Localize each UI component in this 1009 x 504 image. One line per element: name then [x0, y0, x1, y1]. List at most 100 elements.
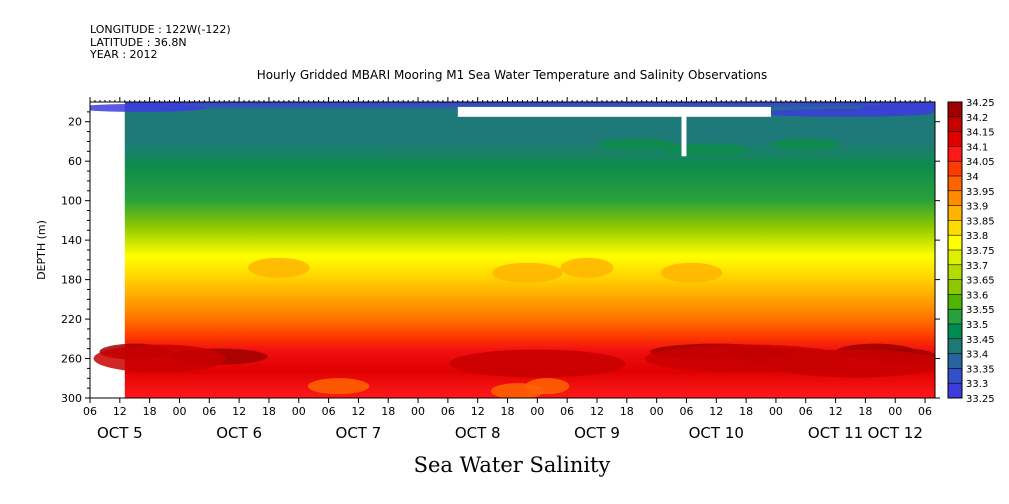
- latitude-label: LATITUDE : 36.8N: [90, 35, 187, 49]
- colorbar-segment: [948, 235, 962, 251]
- colorbar-label: 33.95: [966, 187, 995, 198]
- colorbar-segment: [948, 250, 962, 266]
- x-hour-label: 18: [501, 405, 515, 418]
- colorbar-label: 34.1: [966, 142, 988, 153]
- salinity-feature: [492, 262, 563, 283]
- x-hour-label: 12: [590, 405, 604, 418]
- colorbar-segment: [948, 294, 962, 310]
- x-hour-label: 12: [471, 405, 485, 418]
- x-day-label: OCT 10: [689, 424, 744, 442]
- colorbar: 34.25 34.2 34.15 34.1 34.05 34 33.95 33.9 33.85 3…: [947, 98, 995, 405]
- colorbar-segment: [948, 324, 962, 340]
- chart-subtitle: Sea Water Salinity: [413, 453, 611, 477]
- x-hour-label: 18: [262, 405, 276, 418]
- x-hour-label: 00: [411, 405, 425, 418]
- y-tick-label: 100: [61, 195, 82, 208]
- x-hour-label: 00: [292, 405, 306, 418]
- chart-title: Hourly Gridded MBARI Mooring M1 Sea Wate…: [256, 68, 768, 82]
- colorbar-label: 33.9: [966, 202, 988, 213]
- y-tick-label: 180: [61, 274, 82, 287]
- y-axis: 20 60 100 140 180 220 260 300: [61, 111, 940, 405]
- colorbar-segment: [948, 131, 962, 147]
- colorbar-segment: [948, 264, 962, 280]
- x-hour-label: 12: [709, 405, 723, 418]
- colorbar-label: 33.55: [966, 305, 995, 316]
- y-tick-label: 60: [68, 155, 82, 168]
- x-hour-label: 06: [560, 405, 574, 418]
- colorbar-label: 33.7: [966, 261, 988, 272]
- plot-area: [90, 102, 935, 398]
- colorbar-segment: [948, 368, 962, 384]
- salinity-feature: [248, 257, 310, 278]
- x-day-label: OCT 12: [868, 424, 923, 442]
- colorbar-segment: [948, 190, 962, 206]
- x-day-label: OCT 9: [574, 424, 620, 442]
- colorbar-segment: [948, 353, 962, 369]
- salinity-feature: [660, 262, 723, 283]
- colorbar-label: 34.05: [966, 157, 995, 168]
- y-tick-label: 20: [68, 116, 82, 129]
- salinity-feature: [93, 344, 226, 373]
- x-hour-label: 12: [113, 405, 127, 418]
- colorbar-segment: [948, 205, 962, 221]
- salinity-feature: [525, 378, 570, 395]
- colorbar-segment: [948, 383, 962, 399]
- y-tick-label: 260: [61, 353, 82, 366]
- x-hour-label: 06: [441, 405, 455, 418]
- y-tick-label: 220: [61, 313, 82, 326]
- longitude-label: LONGITUDE : 122W(-122): [90, 23, 231, 36]
- x-hour-label: 06: [83, 405, 97, 418]
- x-hour-label: 00: [769, 405, 783, 418]
- x-day-label: OCT 8: [455, 424, 501, 442]
- salinity-feature: [449, 349, 626, 378]
- colorbar-label: 33.65: [966, 276, 995, 287]
- x-axis: 06 12 18 00 06 12 18 00 06 12 18 00 06 12 18 00 06 12 18 00…: [83, 97, 932, 442]
- colorbar-label: 34: [966, 172, 979, 183]
- colorbar-segment: [948, 102, 962, 118]
- colorbar-segment: [948, 146, 962, 162]
- colorbar-segment: [948, 116, 962, 132]
- x-hour-label: 00: [888, 405, 902, 418]
- x-hour-label: 18: [381, 405, 395, 418]
- x-hour-label: 00: [650, 405, 664, 418]
- colorbar-label: 33.3: [966, 379, 988, 390]
- colorbar-label: 33.75: [966, 246, 995, 257]
- x-hour-label: 18: [858, 405, 872, 418]
- x-day-label: OCT 5: [97, 424, 143, 442]
- salinity-feature: [597, 138, 677, 151]
- x-hour-label: 06: [202, 405, 216, 418]
- salinity-feature: [767, 349, 935, 378]
- metadata-block: LONGITUDE : 122W(-122) LATITUDE : 36.8N …: [90, 23, 231, 62]
- x-day-label: OCT 6: [216, 424, 262, 442]
- salinity-features: [90, 103, 935, 398]
- y-tick-label: 300: [61, 392, 82, 405]
- x-hour-label: 12: [351, 405, 365, 418]
- x-hour-label: 18: [739, 405, 753, 418]
- x-day-label: OCT 7: [336, 424, 382, 442]
- colorbar-segment: [948, 279, 962, 295]
- colorbar-label: 33.4: [966, 350, 988, 361]
- colorbar-label: 34.25: [966, 98, 995, 109]
- colorbar-label: 33.85: [966, 216, 995, 227]
- salinity-feature: [770, 138, 841, 151]
- x-day-label: OCT 11: [808, 424, 863, 442]
- missing-data-gap: [681, 106, 687, 157]
- colorbar-label: 33.8: [966, 231, 988, 242]
- x-hour-label: 18: [143, 405, 157, 418]
- colorbar-segment: [948, 338, 962, 354]
- colorbar-label: 33.45: [966, 335, 995, 346]
- x-hour-label: 12: [232, 405, 246, 418]
- colorbar-label: 33.6: [966, 290, 988, 301]
- colorbar-segment: [948, 309, 962, 325]
- colorbar-label: 33.25: [966, 394, 995, 405]
- salinity-feature: [90, 103, 206, 112]
- salinity-feature: [560, 257, 614, 278]
- colorbar-label: 34.2: [966, 113, 988, 124]
- colorbar-segment: [948, 220, 962, 236]
- year-label: YEAR : 2012: [90, 48, 158, 61]
- missing-data-gaps: [457, 106, 771, 157]
- x-hour-label: 06: [679, 405, 693, 418]
- x-hour-label: 18: [620, 405, 634, 418]
- x-hour-label: 00: [530, 405, 544, 418]
